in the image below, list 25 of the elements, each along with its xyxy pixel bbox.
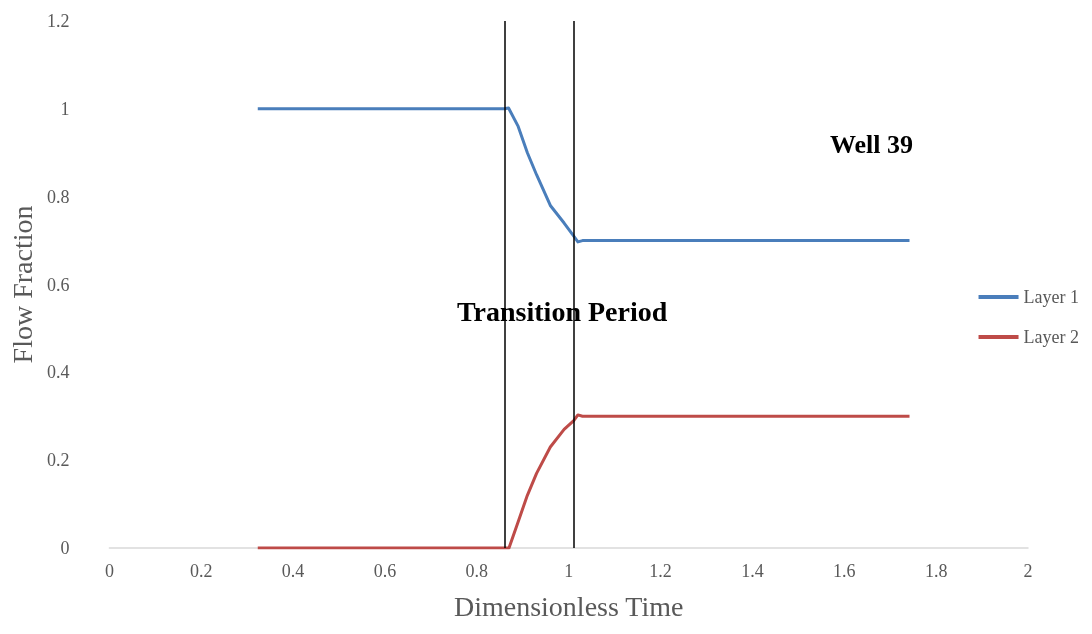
- annotation: Well 39: [830, 129, 914, 159]
- x-tick-label: 0.4: [281, 561, 305, 581]
- y-tick-label: 1.2: [46, 11, 70, 31]
- x-tick-label: 1: [564, 561, 574, 581]
- x-tick-label: 1.4: [741, 561, 764, 581]
- x-tick-label: 2: [1023, 561, 1033, 581]
- line-series: [256, 106, 911, 244]
- x-tick-label: 1.2: [649, 561, 672, 581]
- y-tick-label: 1: [60, 98, 70, 119]
- x-tick-label: 0.6: [373, 561, 397, 581]
- line-series: [256, 413, 911, 550]
- y-tick-label: 0.8: [46, 186, 70, 207]
- x-axis-title: Dimensionless Time: [453, 590, 684, 622]
- x-tick-label: 0.8: [465, 561, 489, 581]
- legend-label: Layer 2: [1023, 327, 1079, 347]
- y-tick-label: 0.6: [46, 274, 70, 295]
- legend-label: Layer 1: [1023, 287, 1079, 307]
- x-tick-label: 0.2: [190, 561, 213, 581]
- y-tick-label: 0.4: [46, 362, 70, 383]
- y-axis-title: Flow Fraction: [6, 205, 38, 364]
- x-tick-label: 1.8: [924, 561, 948, 581]
- y-tick-label: 0: [60, 538, 70, 558]
- x-tick-label: 1.6: [833, 561, 856, 581]
- x-tick-label: 0: [104, 561, 114, 581]
- y-tick-label: 0.2: [46, 450, 70, 471]
